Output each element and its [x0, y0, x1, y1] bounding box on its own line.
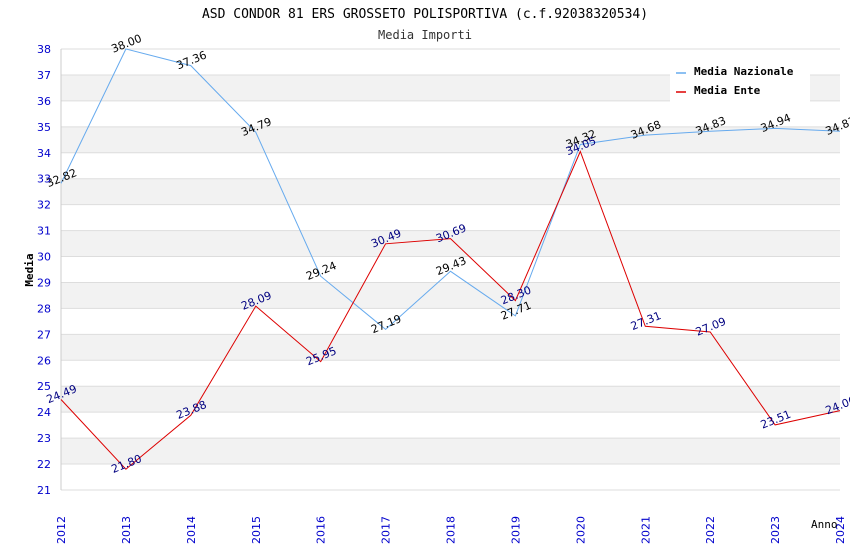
y-tick-label: 30 — [37, 251, 51, 264]
grid-band — [61, 204, 840, 231]
series-group — [60, 48, 841, 470]
x-tick-label: 2023 — [769, 516, 782, 544]
x-tick-label: 2024 — [834, 516, 847, 544]
grid-band — [61, 308, 840, 335]
y-tick-label: 37 — [37, 69, 51, 82]
x-tick-label: 2016 — [315, 516, 328, 544]
y-tick-label: 38 — [37, 43, 51, 56]
x-tick-label: 2021 — [639, 516, 652, 544]
grid-bands — [60, 48, 840, 491]
x-tick-label: 2013 — [120, 516, 133, 544]
y-tick-label: 36 — [37, 95, 51, 108]
y-tick-label: 23 — [37, 432, 51, 445]
grid-band — [61, 178, 840, 205]
grid-band — [61, 464, 840, 490]
series-line-nazionale — [60, 48, 841, 331]
y-tick-label: 25 — [37, 380, 51, 393]
y-tick-label: 35 — [37, 121, 51, 134]
y-tick-label: 24 — [37, 406, 51, 419]
series-line-ente — [60, 150, 841, 470]
grid-band — [61, 100, 840, 127]
x-tick-label: 2022 — [704, 516, 717, 544]
x-tick-label: 2014 — [185, 516, 198, 544]
grid-band — [61, 360, 840, 387]
grid-band — [61, 282, 840, 309]
y-tick-label: 28 — [37, 302, 51, 315]
y-tick-label: 31 — [37, 225, 51, 238]
y-tick-label: 34 — [37, 147, 51, 160]
x-axis-ticks: 2012 2013 2014 2015 2016 2017 2018 2019 2020 2021… — [55, 516, 847, 544]
y-tick-label: 22 — [37, 458, 51, 471]
legend: Media Nazionale Media Ente — [670, 62, 810, 102]
legend-label-nazionale: Media Nazionale — [694, 65, 794, 78]
x-axis-label: Anno — [811, 518, 838, 531]
grid-band — [61, 386, 840, 413]
x-tick-label: 2018 — [445, 516, 458, 544]
grid-band — [61, 334, 840, 361]
x-tick-label: 2020 — [574, 516, 587, 544]
y-tick-label: 27 — [37, 328, 51, 341]
x-tick-label: 2017 — [380, 516, 393, 544]
y-tick-label: 26 — [37, 354, 51, 367]
y-tick-label: 21 — [37, 484, 51, 497]
y-axis-ticks: 21 22 23 24 25 26 27 28 29 30 31 32 33 34 35 36 37 38 — [37, 43, 51, 497]
y-tick-label: 33 — [37, 173, 51, 186]
x-tick-label: 2019 — [509, 516, 522, 544]
legend-background — [670, 62, 810, 102]
x-tick-label: 2012 — [55, 516, 68, 544]
y-tick-label: 32 — [37, 199, 51, 212]
grid-band — [61, 438, 840, 465]
grid-band — [61, 152, 840, 179]
grid-band — [61, 256, 840, 283]
y-tick-label: 29 — [37, 276, 51, 289]
x-tick-label: 2015 — [250, 516, 263, 544]
legend-label-ente: Media Ente — [694, 84, 761, 97]
chart-subtitle: Media Importi — [378, 28, 472, 42]
y-axis-label: Media — [23, 253, 36, 286]
grid-band — [61, 412, 840, 439]
grid-band — [61, 230, 840, 257]
chart-title: ASD CONDOR 81 ERS GROSSETO POLISPORTIVA … — [202, 7, 648, 22]
